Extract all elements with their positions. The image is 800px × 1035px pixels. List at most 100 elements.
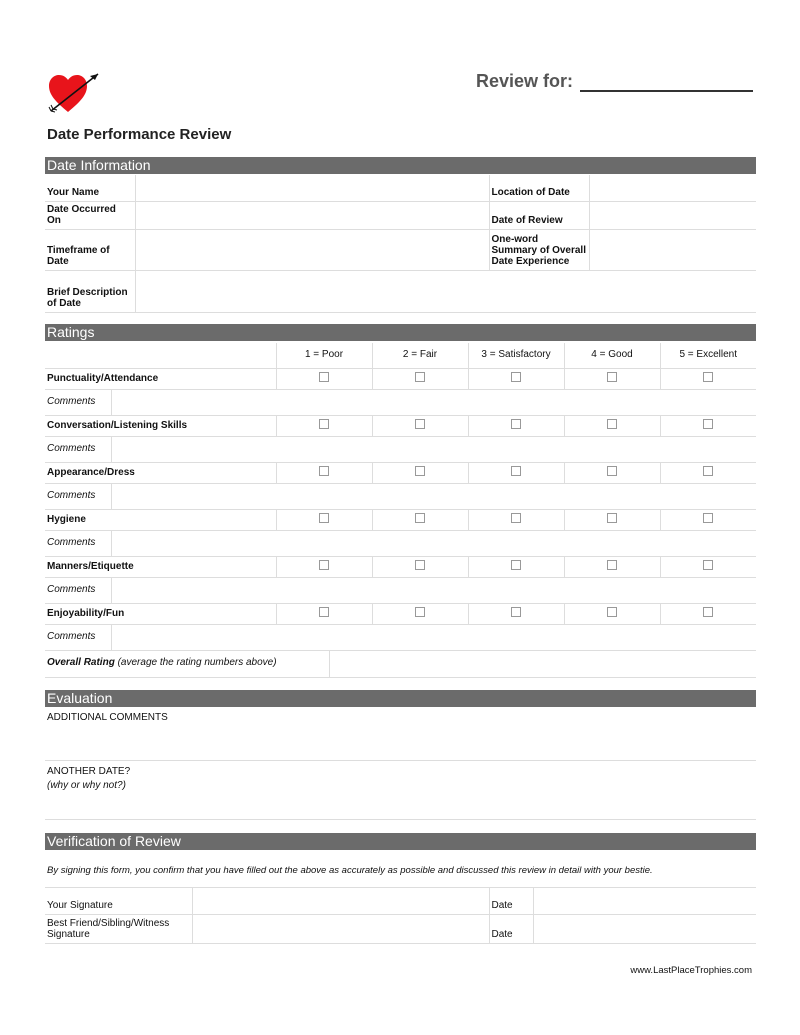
rating-checkbox[interactable] (415, 512, 425, 523)
comments-row: Comments (45, 483, 756, 510)
comments-row: Comments (45, 436, 756, 463)
overall-rating-field[interactable] (328, 650, 756, 678)
rating-checkbox[interactable] (415, 418, 425, 429)
comments-field[interactable] (110, 624, 756, 651)
comments-label: Comments (45, 530, 111, 557)
footer-website[interactable]: www.LastPlaceTrophies.com (630, 965, 752, 976)
another-date-field[interactable] (45, 792, 756, 820)
date-of-review-field[interactable] (588, 201, 756, 230)
date-info-table: Your Name Location of Date Date Occurred … (45, 175, 756, 313)
overall-rating-row: Overall Rating (average the rating numbe… (45, 650, 756, 678)
rating-category: Appearance/Dress (45, 462, 276, 484)
label-date-of-review: Date of Review (488, 201, 589, 230)
comments-label: Comments (45, 577, 111, 604)
date-occurred-field[interactable] (134, 201, 489, 230)
verification-statement: By signing this form, you confirm that y… (47, 865, 653, 876)
overall-label: Overall Rating (47, 657, 115, 669)
comments-label: Comments (45, 483, 111, 510)
label-timeframe: Timeframe of Date (45, 229, 135, 271)
label-summary: One-word Summary of Overall Date Experie… (488, 229, 589, 271)
comments-label: Comments (45, 624, 111, 651)
rating-checkbox[interactable] (607, 418, 617, 429)
label-your-name: Your Name (45, 175, 135, 202)
rating-checkbox[interactable] (511, 512, 521, 523)
rating-checkbox[interactable] (607, 371, 617, 382)
your-signature-date-field[interactable] (532, 887, 756, 915)
rating-checkbox[interactable] (415, 559, 425, 570)
additional-comments-field[interactable] (45, 722, 756, 761)
date-label: Date (488, 887, 533, 915)
rating-checkbox[interactable] (607, 559, 617, 570)
rating-checkbox[interactable] (607, 465, 617, 476)
rating-checkbox[interactable] (511, 465, 521, 476)
rating-category: Punctuality/Attendance (45, 368, 276, 390)
rating-checkbox[interactable] (319, 418, 329, 429)
rating-checkbox[interactable] (319, 606, 329, 617)
signature-table: Your Signature Date Best Friend/Sibling/W… (45, 887, 756, 944)
rating-checkbox[interactable] (319, 465, 329, 476)
rating-checkbox[interactable] (319, 559, 329, 570)
rating-checkbox[interactable] (415, 606, 425, 617)
rating-category: Hygiene (45, 509, 276, 531)
rating-checkbox[interactable] (703, 371, 714, 382)
rating-checkbox[interactable] (319, 371, 329, 382)
your-signature-label: Your Signature (45, 887, 192, 915)
rating-checkbox[interactable] (319, 512, 329, 523)
comments-field[interactable] (110, 436, 756, 463)
scale-5: 5 = Excellent (659, 343, 756, 369)
comments-row: Comments (45, 577, 756, 604)
rating-category: Conversation/Listening Skills (45, 415, 276, 437)
your-name-field[interactable] (134, 175, 489, 202)
rating-checkbox[interactable] (703, 418, 714, 429)
rating-checkbox[interactable] (511, 606, 521, 617)
comments-label: Comments (45, 436, 111, 463)
section-ratings: Ratings (45, 324, 756, 341)
rating-checkbox[interactable] (511, 559, 521, 570)
date-label: Date (488, 914, 533, 944)
location-field[interactable] (588, 175, 756, 202)
section-evaluation: Evaluation (45, 690, 756, 707)
comments-row: Comments (45, 389, 756, 416)
witness-signature-field[interactable] (191, 914, 489, 944)
rating-category: Manners/Etiquette (45, 556, 276, 578)
rating-checkbox[interactable] (703, 559, 714, 570)
scale-4: 4 = Good (563, 343, 660, 369)
rating-checkbox[interactable] (703, 465, 714, 476)
your-signature-field[interactable] (191, 887, 489, 915)
ratings-table: 1 = Poor 2 = Fair 3 = Satisfactory 4 = G… (45, 343, 756, 651)
comments-row: Comments (45, 624, 756, 651)
rating-row: Manners/Etiquette (45, 556, 756, 578)
rating-checkbox[interactable] (511, 371, 521, 382)
heart-with-arrow-icon (46, 70, 102, 116)
comments-field[interactable] (110, 577, 756, 604)
comments-field[interactable] (110, 389, 756, 416)
review-for-label: Review for: (476, 71, 574, 91)
description-field[interactable] (134, 270, 756, 313)
timeframe-field[interactable] (134, 229, 489, 271)
additional-comments-label: ADDITIONAL COMMENTS (47, 712, 168, 723)
rating-checkbox[interactable] (607, 512, 617, 523)
comments-field[interactable] (110, 530, 756, 557)
rating-checkbox[interactable] (511, 418, 521, 429)
section-date-information: Date Information (45, 157, 756, 174)
witness-signature-date-field[interactable] (532, 914, 756, 944)
summary-field[interactable] (588, 229, 756, 271)
rating-checkbox[interactable] (703, 512, 714, 523)
comments-label: Comments (45, 389, 111, 416)
another-date-label: ANOTHER DATE? (47, 766, 131, 777)
label-description: Brief Description of Date (45, 270, 135, 313)
rating-checkbox[interactable] (415, 371, 425, 382)
label-location: Location of Date (488, 175, 589, 202)
comments-row: Comments (45, 530, 756, 557)
page-title: Date Performance Review (47, 126, 232, 143)
rating-row: Enjoyability/Fun (45, 603, 756, 625)
review-for-field[interactable] (580, 90, 753, 92)
rating-checkbox[interactable] (607, 606, 617, 617)
scale-2: 2 = Fair (371, 343, 468, 369)
comments-field[interactable] (110, 483, 756, 510)
label-date-occurred: Date Occurred On (45, 201, 135, 230)
rating-row: Appearance/Dress (45, 462, 756, 484)
rating-checkbox[interactable] (415, 465, 425, 476)
scale-1: 1 = Poor (275, 343, 372, 369)
rating-checkbox[interactable] (703, 606, 714, 617)
